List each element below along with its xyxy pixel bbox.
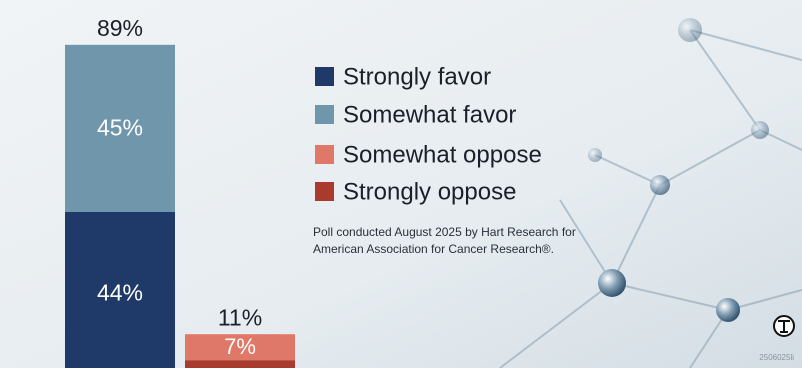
value-label: 44% <box>97 279 143 305</box>
legend-label: Somewhat oppose <box>343 141 542 168</box>
network-nodes <box>588 18 769 322</box>
legend-label: Strongly oppose <box>343 178 516 205</box>
value-label: 7% <box>224 334 256 359</box>
bar-segment <box>65 211 175 368</box>
legend-label: Somewhat favor <box>343 101 516 128</box>
legend-swatch <box>315 67 334 86</box>
legend-swatch <box>315 182 334 201</box>
bar-segment <box>65 44 175 212</box>
bar-segment <box>185 360 295 368</box>
legend-swatch <box>315 105 334 124</box>
total-label: 11% <box>218 304 262 330</box>
total-label: 89% <box>97 15 143 41</box>
image-code: 2506025li <box>759 353 794 362</box>
logo <box>773 315 795 337</box>
network-lines <box>499 29 802 368</box>
bar-segment <box>185 334 295 361</box>
value-label: 45% <box>97 114 143 140</box>
legend-label: Strongly favor <box>343 63 491 90</box>
source-note: Poll conducted August 2025 by Hart Resea… <box>313 225 576 256</box>
legend-swatch <box>315 145 334 164</box>
